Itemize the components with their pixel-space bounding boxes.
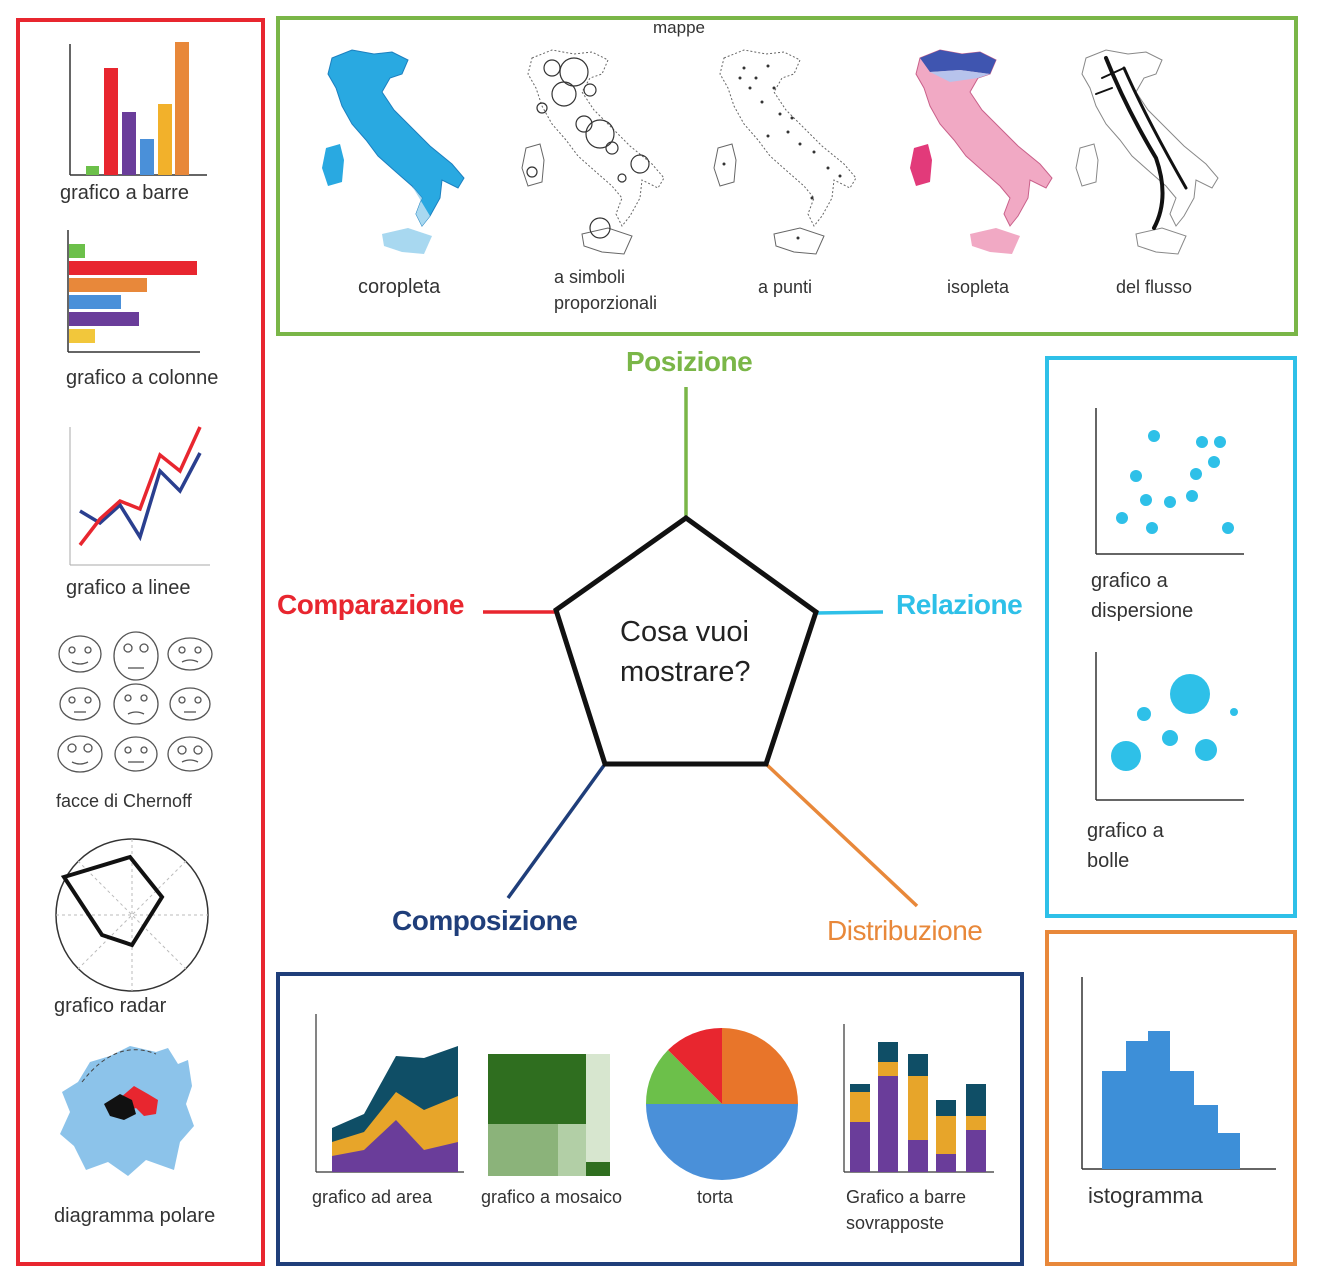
- bar-chart-thumbnail: [69, 42, 207, 176]
- histogram-thumbnail: [1081, 977, 1276, 1170]
- bubble-chart-label-1: grafico a: [1087, 820, 1164, 842]
- maps-title: mappe: [653, 18, 705, 37]
- map-label-dot: a punti: [758, 277, 813, 297]
- column-chart-thumbnail: [67, 230, 200, 353]
- category-comparazione: Comparazione: [277, 589, 464, 620]
- histogram-label: istogramma: [1088, 1183, 1203, 1208]
- scatter-chart-label-1: grafico a: [1091, 570, 1168, 592]
- center-question: Cosa vuoi mostrare?: [620, 612, 751, 692]
- bubble-chart-label-2: bolle: [1087, 850, 1130, 872]
- composition-panel: [276, 972, 1024, 1266]
- dot-map: [713, 49, 857, 255]
- comparison-panel: [16, 18, 265, 1266]
- map-label-proportional-2: proporzionali: [554, 293, 658, 313]
- stacked-bar-label-2: sovrapposte: [846, 1213, 945, 1233]
- radar-chart-label: grafico radar: [54, 995, 167, 1017]
- mosaic-chart-label: grafico a mosaico: [481, 1187, 623, 1207]
- chernoff-faces-thumbnail: [57, 631, 213, 773]
- relation-panel: [1045, 356, 1297, 918]
- pie-chart-label: torta: [697, 1187, 734, 1207]
- isopleth-map: [910, 49, 1053, 254]
- bar-chart-label: grafico a barre: [60, 182, 189, 204]
- line-chart-label: grafico a linee: [66, 577, 191, 599]
- polar-diagram-thumbnail: [60, 1046, 194, 1176]
- bubble-chart-thumbnail: [1095, 652, 1244, 801]
- pie-chart-thumbnail: [645, 1027, 798, 1180]
- proportional-symbol-map: [521, 49, 665, 255]
- area-chart-label: grafico ad area: [312, 1187, 433, 1207]
- scatter-chart-thumbnail: [1095, 408, 1244, 555]
- scatter-chart-label-2: dispersione: [1091, 600, 1194, 622]
- center-question-line-2: mostrare?: [620, 656, 751, 688]
- stacked-bar-chart-thumbnail: [843, 1024, 994, 1173]
- category-composizione: Composizione: [392, 905, 578, 936]
- category-distribuzione: Distribuzione: [827, 915, 983, 946]
- map-label-isopleth: isopleta: [947, 277, 1010, 297]
- center-question-line-1: Cosa vuoi: [620, 616, 749, 648]
- polar-diagram-label: diagramma polare: [54, 1205, 216, 1227]
- stacked-bar-label-1: Grafico a barre: [846, 1187, 967, 1207]
- map-label-proportional-1: a simboli: [554, 267, 626, 287]
- area-chart-thumbnail: [315, 1014, 464, 1173]
- radar-chart-thumbnail: [55, 838, 209, 992]
- maps-panel: [276, 16, 1298, 336]
- flow-map: [1075, 49, 1219, 255]
- choropleth-map: [322, 49, 465, 254]
- map-label-flow: del flusso: [1116, 277, 1193, 297]
- category-posizione: Posizione: [626, 346, 753, 377]
- distribution-panel: [1045, 930, 1297, 1266]
- chernoff-faces-label: facce di Chernoff: [56, 791, 192, 811]
- category-relazione: Relazione: [896, 589, 1023, 620]
- column-chart-label: grafico a colonne: [66, 367, 219, 389]
- mosaic-chart-thumbnail: [488, 1054, 610, 1176]
- map-label-choropleth: coropleta: [358, 276, 441, 298]
- line-chart-thumbnail: [69, 426, 210, 566]
